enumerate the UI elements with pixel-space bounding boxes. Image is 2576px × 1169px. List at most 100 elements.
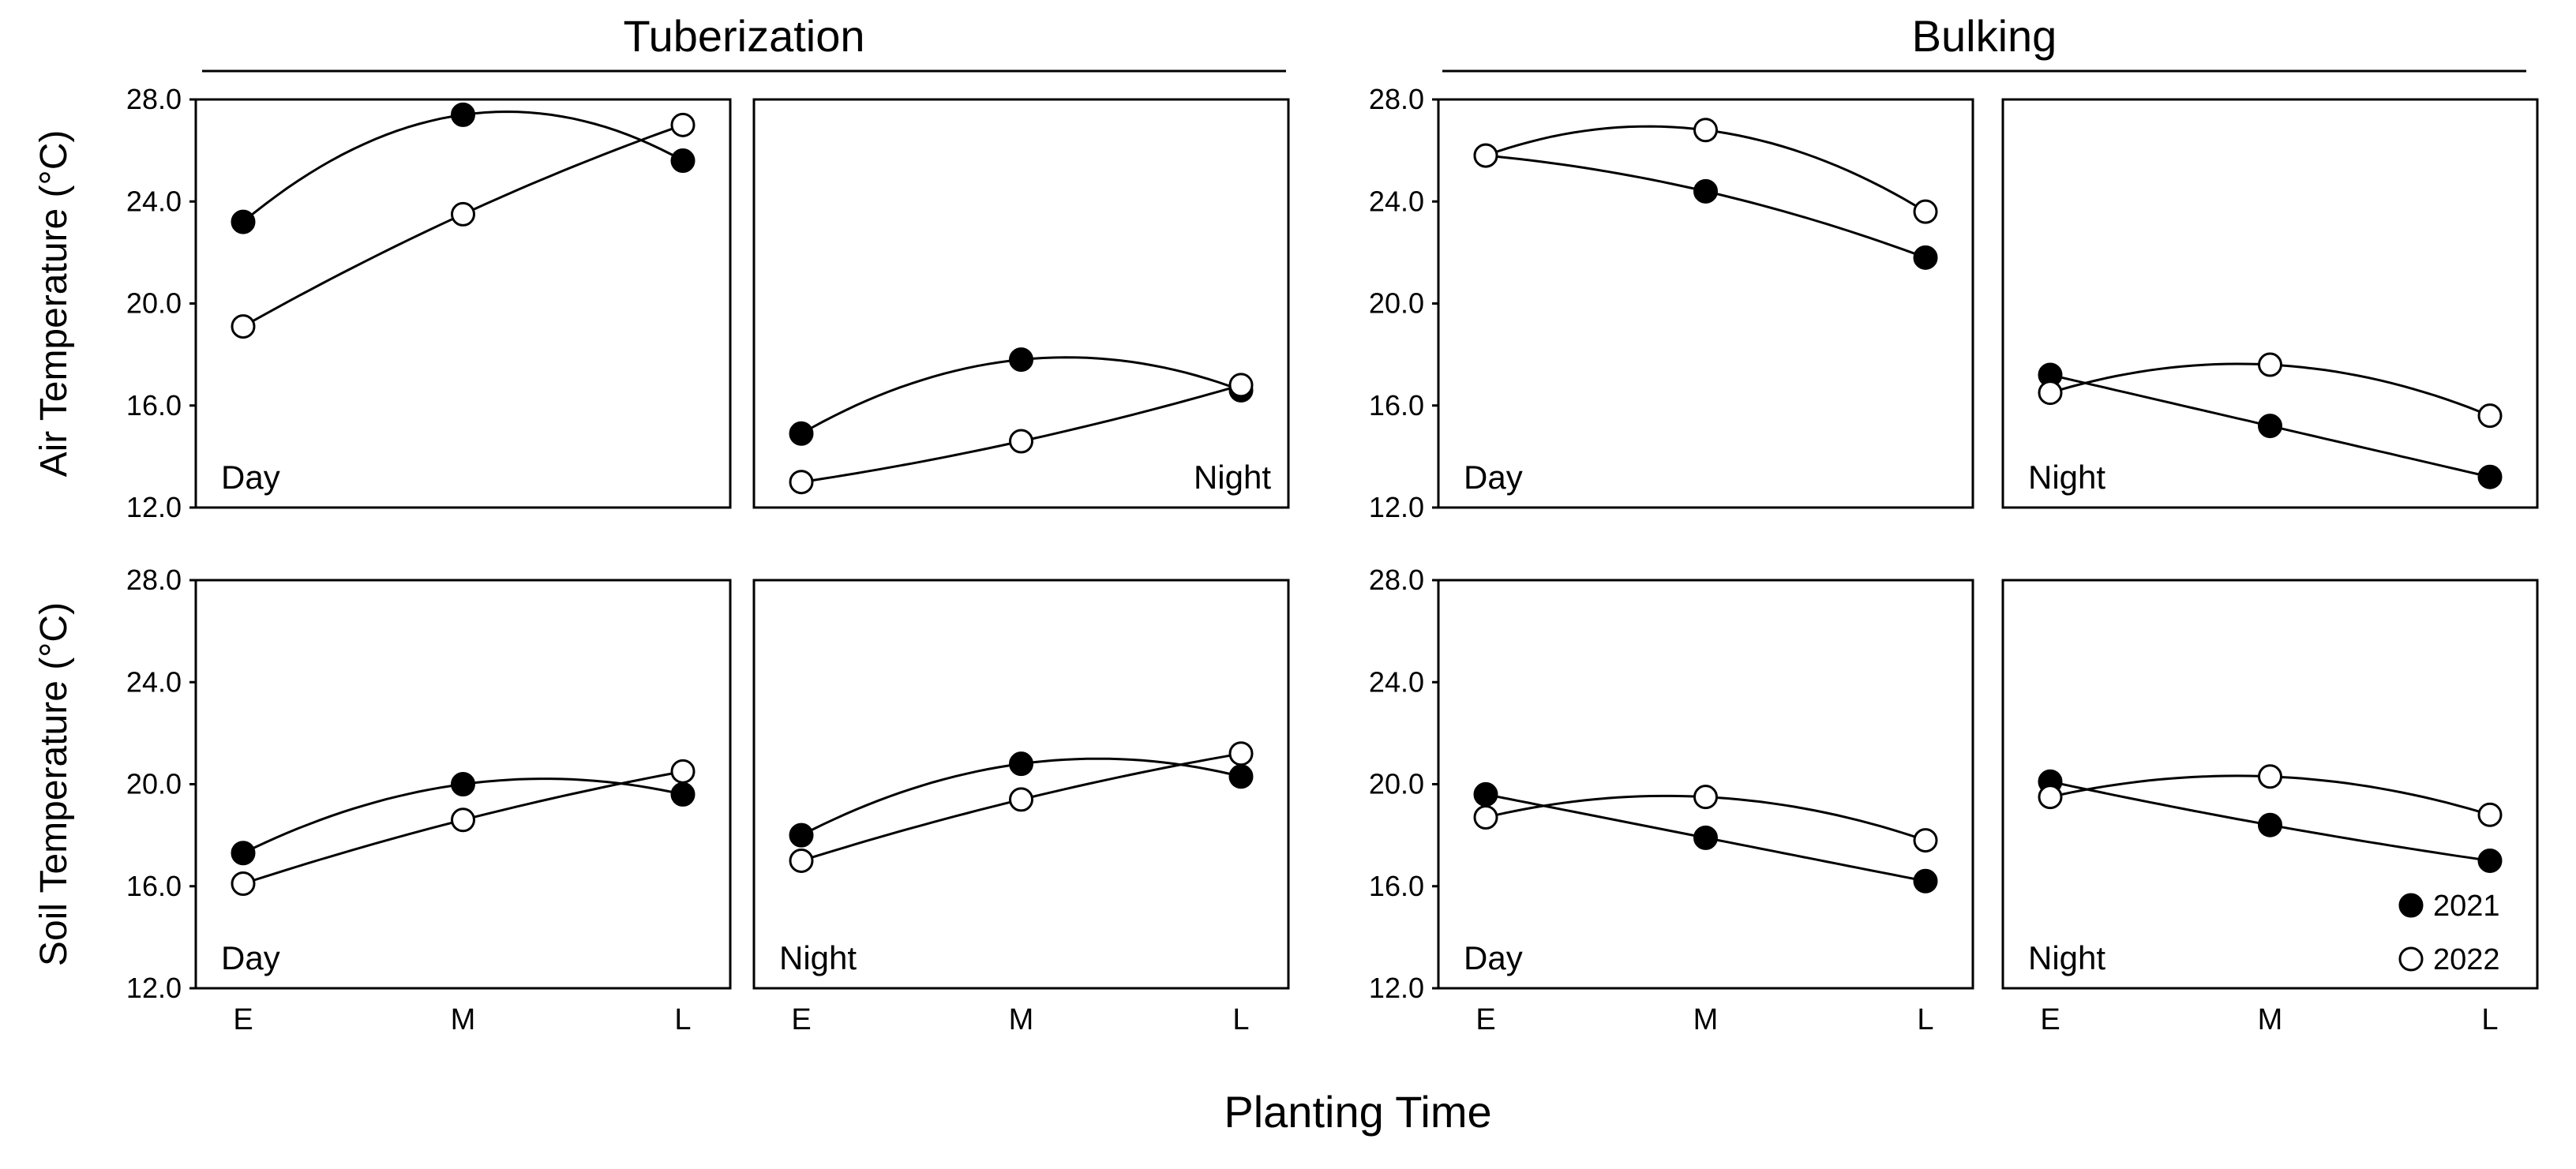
point-2022-M xyxy=(2258,352,2282,377)
point-2022-M xyxy=(1693,118,1718,143)
point-2021-M xyxy=(1693,825,1718,850)
point-2021-M xyxy=(451,102,475,127)
point-2021-M xyxy=(1693,178,1718,204)
x-tick-label: E xyxy=(2040,1003,2060,1036)
x-tick-label: L xyxy=(674,1003,691,1036)
y-tick-label: 24.0 xyxy=(1369,185,1424,217)
point-2022-L xyxy=(1228,373,1254,398)
y-tick-label: 16.0 xyxy=(1369,870,1424,902)
point-2022-E xyxy=(789,848,814,873)
panel-frame xyxy=(2001,579,2539,990)
panel-5: Night xyxy=(752,579,1290,990)
point-2022-E xyxy=(231,314,256,339)
legend-label-2022: 2022 xyxy=(2433,943,2500,976)
legend-marker-2021 xyxy=(2398,893,2424,918)
panel-period-label: Night xyxy=(2028,459,2105,496)
panel-period-label: Night xyxy=(2028,939,2105,976)
panel-period-label: Night xyxy=(1194,459,1271,496)
point-2022-M xyxy=(1009,429,1033,454)
point-2021-E xyxy=(789,822,814,848)
y-tick-label: 12.0 xyxy=(1369,491,1424,523)
point-2022-E xyxy=(2038,380,2063,406)
point-2021-M xyxy=(1009,347,1033,373)
legend: 2021 2022 xyxy=(2398,890,2500,976)
panel-7: Night xyxy=(2001,579,2539,990)
x-tick-label: M xyxy=(1009,1003,1034,1036)
point-2021-L xyxy=(1913,868,1938,894)
point-2021-L xyxy=(670,781,696,807)
point-2022-E xyxy=(1473,805,1498,830)
panel-frame xyxy=(1437,98,1974,509)
panel-4: Day xyxy=(194,579,732,990)
y-tick-label: 12.0 xyxy=(126,972,182,1004)
legend-marker-2022 xyxy=(2398,946,2424,972)
panel-1: Night xyxy=(752,98,1290,509)
point-2022-L xyxy=(670,759,696,784)
y-tick-label: 28.0 xyxy=(1369,564,1424,596)
point-2022-M xyxy=(1693,785,1718,810)
stage-title-1: Bulking xyxy=(1912,11,2057,61)
y-tick-label: 20.0 xyxy=(1369,287,1424,320)
y-tick-label: 20.0 xyxy=(126,768,182,800)
y-tick-label: 12.0 xyxy=(126,491,182,523)
y-tick-label: 24.0 xyxy=(1369,665,1424,698)
point-2022-M xyxy=(451,807,475,833)
point-2021-M xyxy=(2258,812,2282,837)
point-2022-M xyxy=(2258,764,2282,789)
y-tick-label: 12.0 xyxy=(1369,972,1424,1004)
panel-period-label: Day xyxy=(221,939,280,976)
panel-period-label: Day xyxy=(1464,459,1523,496)
point-2022-E xyxy=(789,470,814,495)
x-tick-label: E xyxy=(791,1003,811,1036)
x-tick-label: E xyxy=(1475,1003,1495,1036)
panel-period-label: Day xyxy=(1464,939,1523,976)
y-tick-label: 16.0 xyxy=(1369,389,1424,422)
panel-frame xyxy=(194,579,732,990)
y-tick-label: 16.0 xyxy=(126,389,182,422)
x-tick-label: L xyxy=(1232,1003,1249,1036)
point-2022-M xyxy=(1009,787,1033,812)
panel-0: Day xyxy=(194,98,732,509)
point-2021-M xyxy=(2258,414,2282,439)
point-2021-M xyxy=(451,772,475,796)
y-tick-label: 20.0 xyxy=(126,287,182,320)
point-2022-L xyxy=(1913,828,1938,853)
panel-frame xyxy=(752,579,1290,990)
x-axis-label: Planting Time xyxy=(1224,1087,1491,1137)
point-2021-L xyxy=(2477,464,2503,489)
point-2022-L xyxy=(1913,199,1938,224)
x-tick-label: E xyxy=(233,1003,253,1036)
x-tick-label: M xyxy=(451,1003,476,1036)
point-2022-L xyxy=(2477,802,2503,827)
panel-2: Day xyxy=(1437,98,1974,509)
point-2022-M xyxy=(451,201,475,227)
panel-frame xyxy=(1437,579,1974,990)
panel-period-label: Night xyxy=(779,939,857,976)
panel-frame xyxy=(194,98,732,509)
fit-line-2021 xyxy=(1485,154,1926,259)
y-tick-label: 20.0 xyxy=(1369,768,1424,800)
x-tick-label: M xyxy=(1693,1003,1719,1036)
point-2022-E xyxy=(1473,143,1498,168)
panel-3: Night xyxy=(2001,98,2539,509)
point-2021-L xyxy=(670,148,696,174)
panel-6: Day xyxy=(1437,579,1974,990)
y-tick-label: 28.0 xyxy=(126,83,182,115)
point-2022-E xyxy=(2038,785,2063,810)
x-tick-label: M xyxy=(2258,1003,2283,1036)
point-2021-L xyxy=(2477,848,2503,873)
y-tick-label: 28.0 xyxy=(1369,83,1424,115)
y-tick-label: 16.0 xyxy=(126,870,182,902)
point-2021-E xyxy=(1473,781,1498,807)
y-axis-label-0: Air Temperature (°C) xyxy=(33,130,75,478)
point-2021-L xyxy=(1913,245,1938,270)
point-2022-L xyxy=(2477,403,2503,429)
point-2022-L xyxy=(670,112,696,137)
point-2021-M xyxy=(1009,751,1033,777)
point-2021-E xyxy=(231,841,256,866)
y-tick-label: 24.0 xyxy=(126,665,182,698)
point-2021-E xyxy=(789,421,814,446)
y-axis-label-1: Soil Temperature (°C) xyxy=(33,602,75,966)
panel-frame xyxy=(752,98,1290,509)
